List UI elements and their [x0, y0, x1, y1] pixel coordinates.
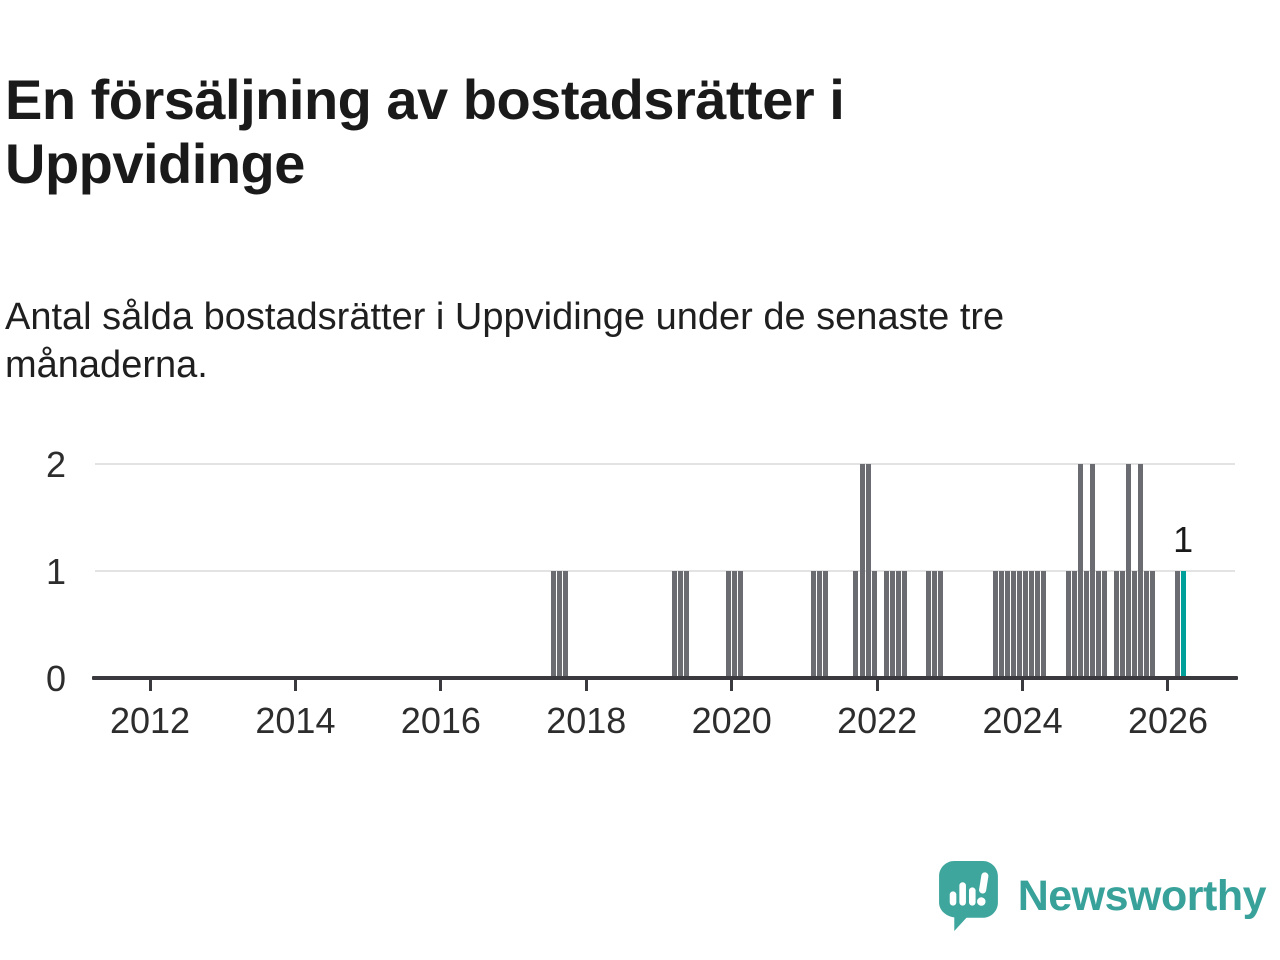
bar-month-148	[992, 571, 998, 678]
bar-month-95	[671, 571, 677, 678]
bar-month-96	[677, 571, 683, 678]
x-axis-line	[92, 676, 1238, 680]
x-tick-2018	[584, 678, 588, 691]
x-tick-label-2024: 2024	[982, 700, 1063, 741]
bar-month-120	[823, 571, 829, 678]
bar-month-75	[550, 571, 556, 678]
bar-month-155	[1035, 571, 1041, 678]
bar-month-154	[1029, 571, 1035, 678]
bar-month-165	[1095, 571, 1101, 678]
chart-subtitle: Antal sålda bostadsrätter i Uppvidinge u…	[5, 296, 1005, 386]
y-tick-label-2: 2	[45, 444, 66, 485]
bar-month-168	[1114, 571, 1119, 678]
newsworthy-logo-icon	[938, 861, 998, 931]
x-tick-label-2012: 2012	[109, 700, 191, 741]
bar-month-126	[859, 464, 865, 678]
bar-month-105	[732, 571, 738, 678]
newsworthy-wordmark: Newsworthy	[1017, 872, 1267, 920]
bar-month-106	[738, 571, 744, 678]
bar-month-138	[932, 571, 938, 678]
x-tick-label-2018: 2018	[546, 700, 627, 741]
page-title: En försäljning av bostadsrätter i Uppvid…	[5, 67, 845, 196]
x-tick-label-2014: 2014	[255, 700, 336, 741]
bar-month-125	[853, 571, 859, 678]
bar-month-97	[683, 571, 689, 678]
bar-month-172	[1138, 464, 1144, 678]
bar-month-153	[1023, 571, 1029, 678]
gridline-y1	[95, 570, 1235, 572]
bar-month-160	[1065, 571, 1071, 678]
bar-month-171	[1132, 571, 1138, 678]
bar-month-137	[926, 571, 932, 678]
bar-month-169	[1120, 571, 1125, 678]
bar-month-131	[889, 571, 895, 678]
bar-month-118	[811, 571, 816, 678]
bar-month-163	[1083, 571, 1089, 678]
bar-month-162	[1077, 464, 1083, 678]
highlighted-bar-latest-month	[1180, 571, 1186, 678]
x-tick-label-2016: 2016	[400, 700, 481, 741]
y-tick-label-1: 1	[45, 551, 66, 592]
x-tick-2022	[875, 678, 879, 691]
bar-month-170	[1126, 464, 1132, 678]
bar-month-149	[998, 571, 1004, 678]
x-tick-label-2020: 2020	[691, 700, 772, 741]
bar-month-156	[1041, 571, 1047, 678]
bar-month-178	[1174, 571, 1180, 678]
latest-value-annotation: 1	[1173, 519, 1194, 560]
newsworthy-brand: Newsworthy	[938, 861, 1267, 932]
x-tick-label-2022: 2022	[837, 700, 918, 741]
bar-month-150	[1004, 571, 1010, 678]
bar-month-76	[556, 571, 562, 678]
bar-month-164	[1089, 464, 1095, 678]
x-tick-2016	[439, 678, 443, 691]
bar-month-161	[1071, 571, 1077, 678]
bar-month-127	[865, 464, 871, 678]
bar-month-104	[726, 571, 732, 678]
bar-month-133	[901, 571, 907, 678]
bar-month-174	[1150, 571, 1156, 678]
x-tick-2024	[1021, 678, 1025, 691]
bar-month-139	[938, 571, 944, 678]
bar-month-119	[817, 571, 823, 678]
x-tick-label-2026: 2026	[1127, 700, 1209, 741]
x-tick-2026	[1166, 678, 1170, 691]
bar-month-130	[883, 571, 889, 678]
bar-month-151	[1011, 571, 1016, 678]
bar-month-132	[895, 571, 901, 678]
x-tick-2012	[148, 678, 152, 691]
bar-month-166	[1101, 571, 1107, 678]
x-tick-2020	[730, 678, 734, 691]
gridline-y2	[95, 463, 1235, 465]
y-tick-label-0: 0	[45, 658, 66, 699]
bar-month-152	[1017, 571, 1022, 678]
bar-month-77	[562, 571, 568, 678]
bar-month-173	[1144, 571, 1150, 678]
x-tick-2014	[293, 678, 297, 691]
bar-month-128	[871, 571, 877, 678]
